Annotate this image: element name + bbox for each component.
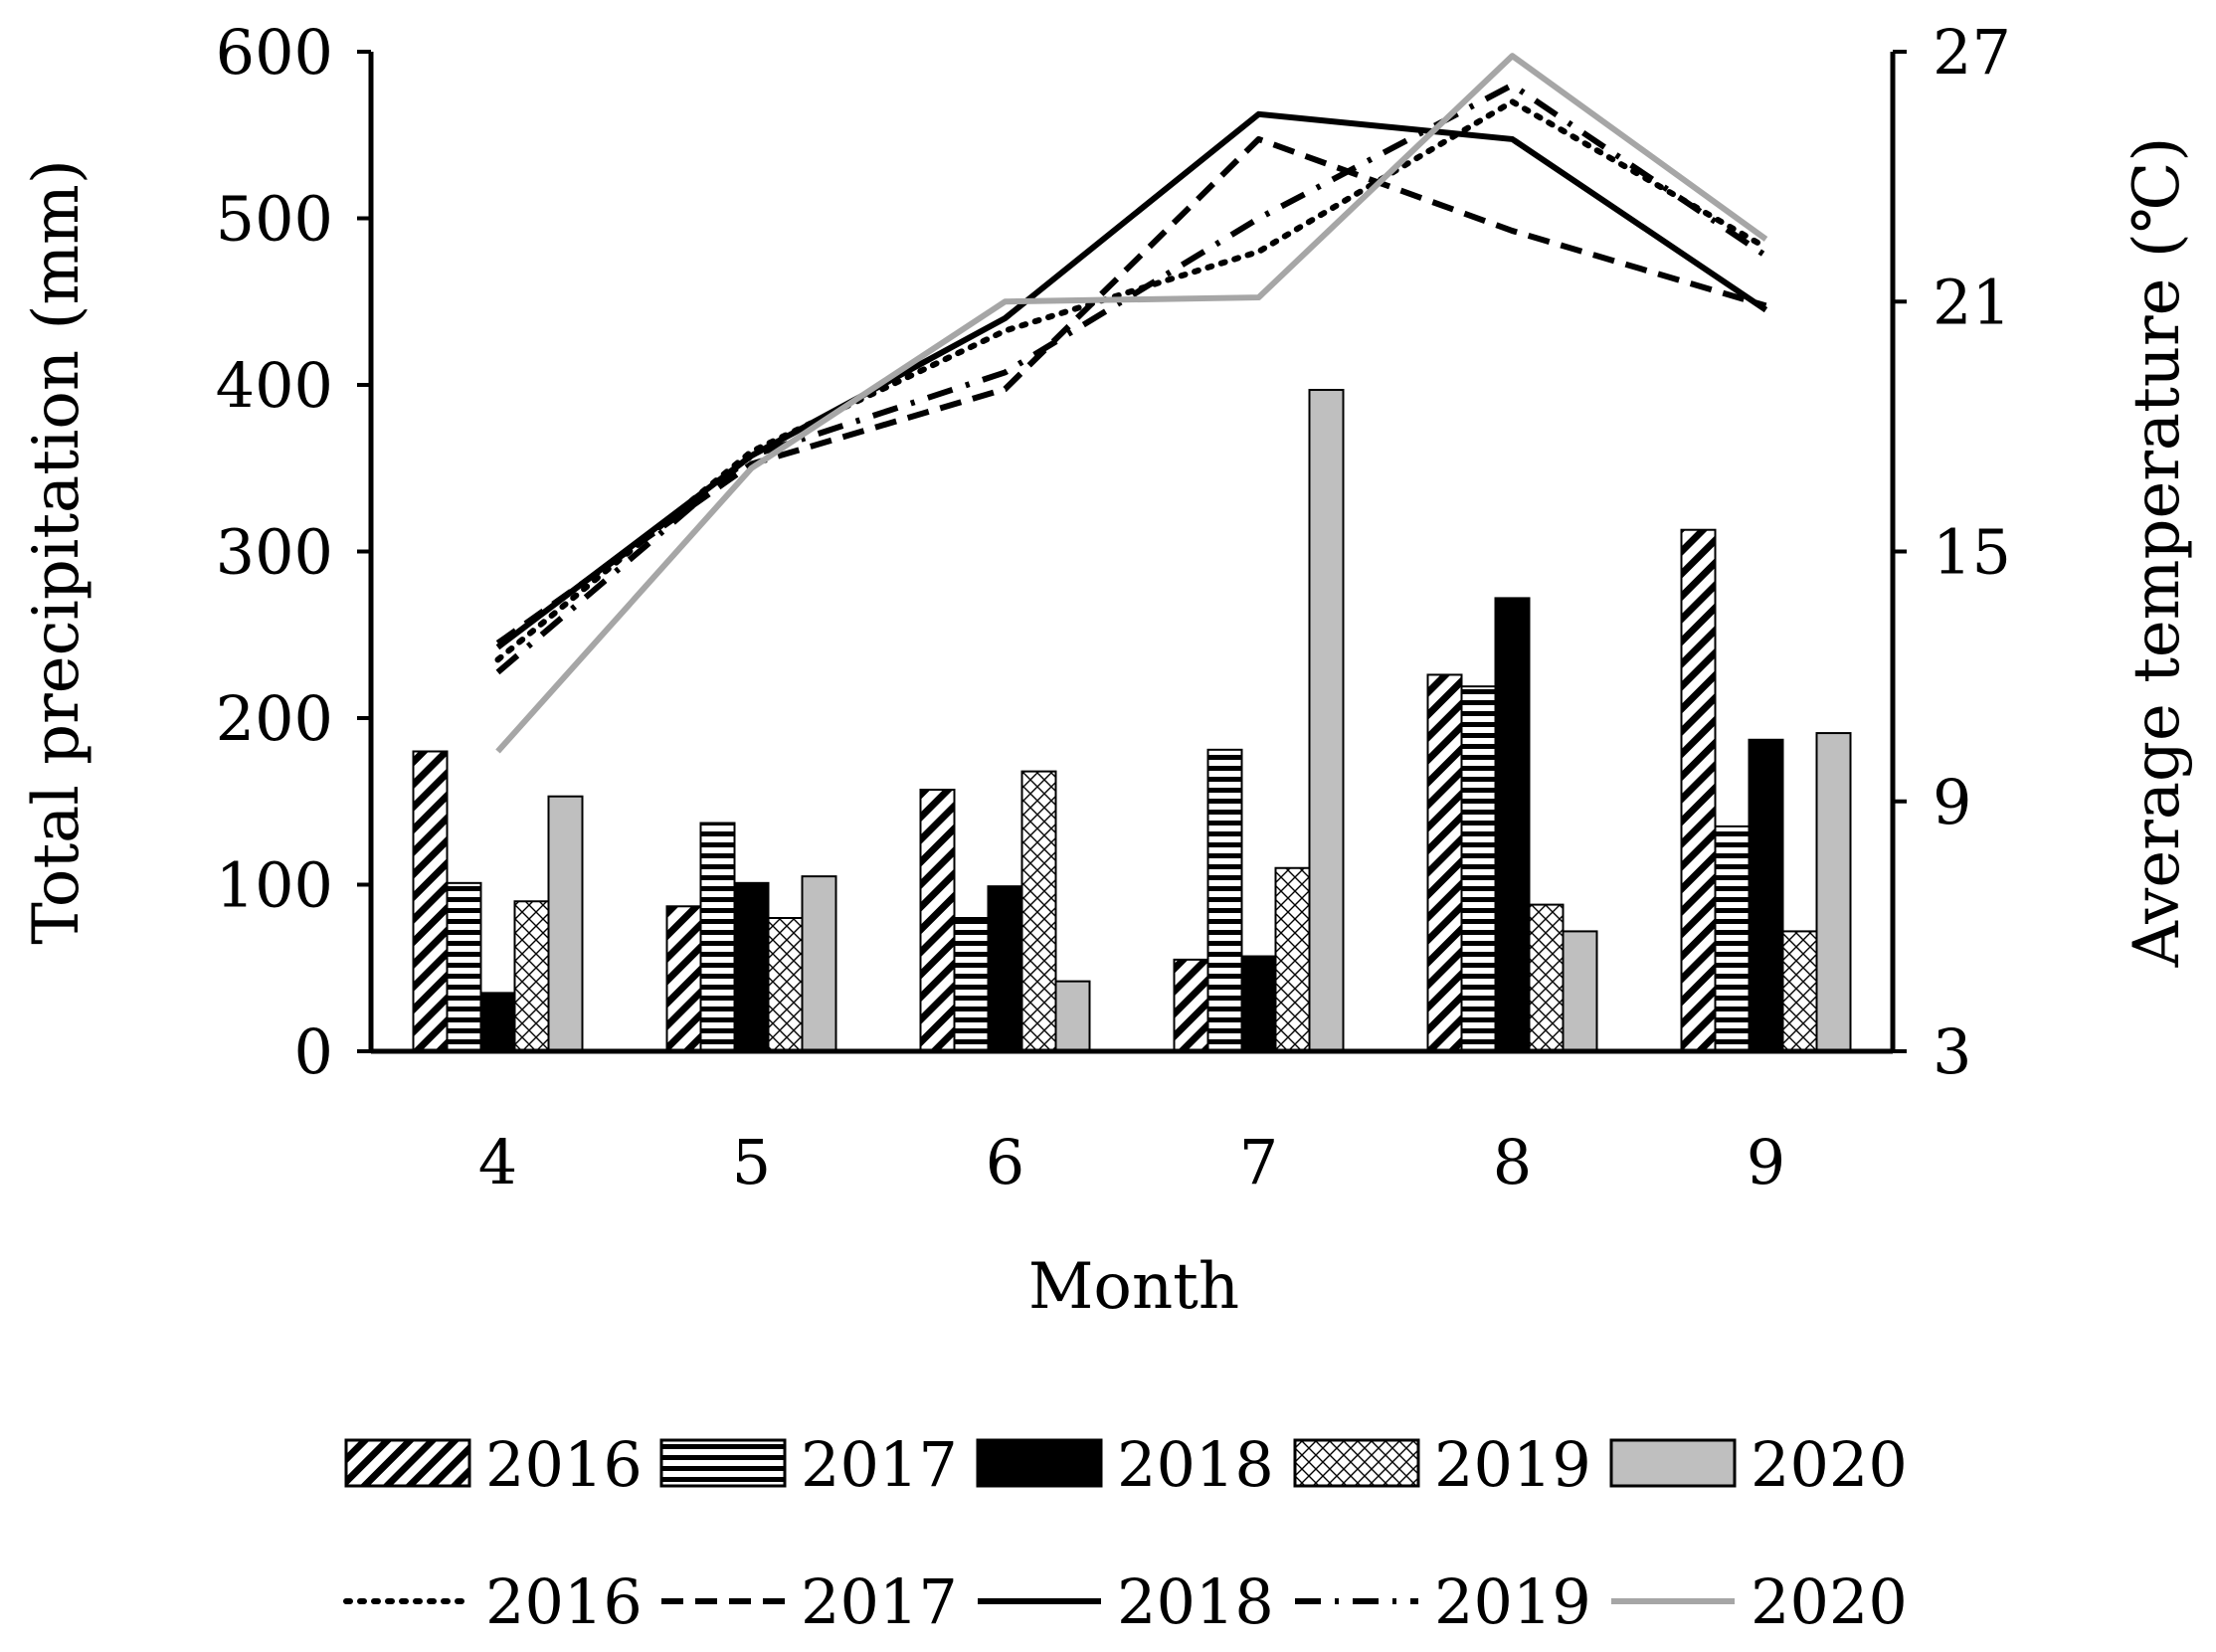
bar-2016-month-5 <box>665 905 702 1053</box>
left-tick-label: 100 <box>216 849 333 922</box>
right-tick-label: 21 <box>1933 266 2011 338</box>
temperature-line-2016 <box>494 98 1769 663</box>
bar-2016-month-9 <box>1680 528 1717 1052</box>
x-tick-label: 8 <box>1493 1126 1532 1198</box>
bar-2020-month-9 <box>1815 732 1852 1052</box>
legend-line-label-2019: 2019 <box>1434 1565 1591 1638</box>
bar-2019-month-5 <box>767 917 804 1052</box>
bar-2020-month-7 <box>1308 389 1345 1052</box>
bar-2016-month-8 <box>1426 673 1463 1052</box>
legend-bar-swatch-2016 <box>344 1438 471 1488</box>
legend-bar-swatch-2020 <box>1609 1438 1737 1488</box>
temperature-line-2020 <box>495 53 1768 754</box>
bar-2018-month-4 <box>479 992 516 1052</box>
legend: 2016 2017 2018 2019 2020 2016 2017 2018 2019 2020 <box>343 1428 1908 1638</box>
bar-2018-month-6 <box>987 885 1023 1052</box>
y-axis-label: Total precipitation (mm) <box>20 159 93 945</box>
right-tick-label: 27 <box>1933 16 2011 89</box>
left-tick-label: 500 <box>216 183 333 256</box>
bar-2019-month-6 <box>1020 770 1057 1052</box>
bar-2016-month-7 <box>1173 958 1209 1052</box>
right-tick-label: 9 <box>1933 766 1971 838</box>
bar-2017-month-8 <box>1460 685 1497 1052</box>
temperature-line-2018 <box>495 110 1768 650</box>
x-axis-label: Month <box>1028 1250 1239 1324</box>
bar-2020-month-6 <box>1054 980 1091 1053</box>
bar-2019-month-7 <box>1274 866 1311 1052</box>
legend-bar-label-2020: 2020 <box>1751 1428 1908 1501</box>
legend-bar-label-2018: 2018 <box>1117 1428 1274 1501</box>
bar-2019-month-9 <box>1781 930 1818 1053</box>
bar-2019-month-8 <box>1528 903 1565 1052</box>
x-tick-label: 4 <box>478 1126 517 1198</box>
bar-2017-month-9 <box>1714 825 1751 1052</box>
legend-line-label-2020: 2020 <box>1751 1565 1908 1638</box>
legend-bar-swatch-2017 <box>659 1438 787 1488</box>
x-tick-label: 7 <box>1239 1126 1278 1198</box>
bar-2017-month-4 <box>446 881 482 1053</box>
bar-2017-month-5 <box>699 822 736 1053</box>
bar-2018-month-5 <box>733 881 770 1053</box>
bar-2018-month-8 <box>1494 597 1531 1053</box>
legend-line-label-2018: 2018 <box>1117 1565 1274 1638</box>
x-tick-label: 6 <box>986 1126 1024 1198</box>
temperature-line-2019 <box>495 82 1768 675</box>
bar-2020-month-5 <box>801 875 837 1052</box>
y2-axis-label: Average temperature (℃) <box>2121 137 2194 969</box>
left-tick-label: 300 <box>216 516 333 589</box>
bar-2020-month-8 <box>1562 930 1598 1053</box>
temperature-line-2017 <box>495 135 1767 646</box>
legend-bar-swatch-2019 <box>1293 1438 1420 1488</box>
bar-2020-month-4 <box>547 795 584 1052</box>
x-tick-label: 5 <box>732 1126 771 1198</box>
right-tick-label: 15 <box>1933 516 2011 589</box>
bar-2019-month-4 <box>513 900 550 1052</box>
right-tick-label: 3 <box>1933 1015 1971 1088</box>
legend-line-label-2016: 2016 <box>485 1565 643 1638</box>
left-tick-label: 400 <box>216 349 333 422</box>
left-tick-label: 0 <box>294 1015 333 1088</box>
x-tick-label: 9 <box>1747 1126 1785 1198</box>
legend-line-label-2017: 2017 <box>801 1565 958 1638</box>
bar-2016-month-4 <box>412 750 449 1052</box>
bar-2018-month-9 <box>1748 738 1784 1053</box>
bar-2017-month-6 <box>953 917 990 1052</box>
bar-2018-month-7 <box>1240 955 1277 1053</box>
bar-2017-month-7 <box>1206 748 1243 1052</box>
left-tick-label: 600 <box>216 16 333 89</box>
legend-bar-label-2016: 2016 <box>485 1428 643 1501</box>
legend-bar-label-2017: 2017 <box>801 1428 958 1501</box>
legend-bar-swatch-2018 <box>976 1438 1103 1488</box>
legend-bar-label-2019: 2019 <box>1434 1428 1591 1501</box>
bar-2016-month-6 <box>919 789 956 1053</box>
left-tick-label: 200 <box>216 682 333 755</box>
